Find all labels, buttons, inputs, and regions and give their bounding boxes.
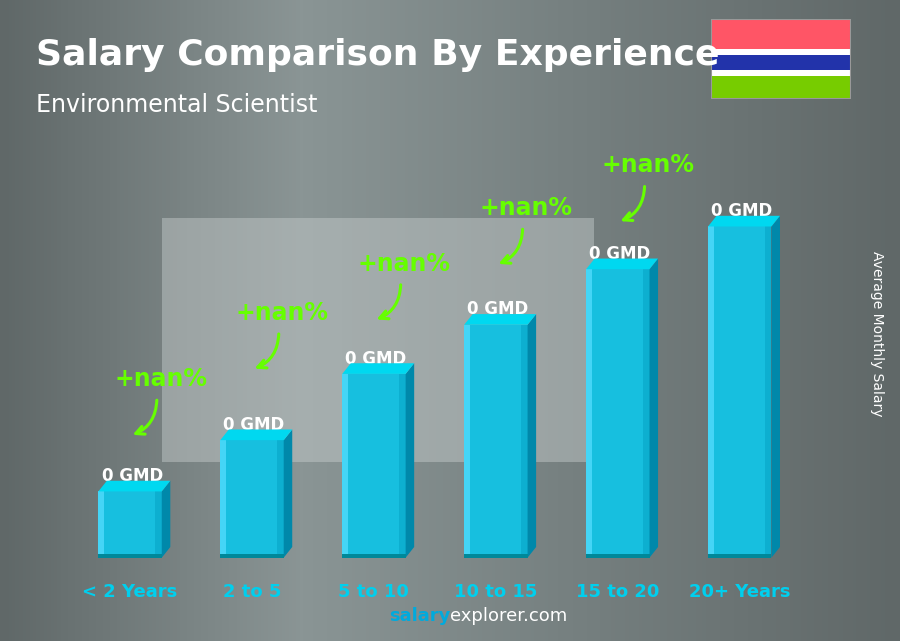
Text: 0 GMD: 0 GMD (346, 349, 407, 367)
Text: 10 to 15: 10 to 15 (454, 583, 537, 601)
Polygon shape (284, 429, 292, 558)
Text: Environmental Scientist: Environmental Scientist (36, 93, 318, 117)
Polygon shape (711, 19, 850, 49)
Text: +nan%: +nan% (114, 367, 207, 391)
Text: +nan%: +nan% (358, 252, 451, 276)
Polygon shape (277, 440, 284, 558)
Polygon shape (527, 314, 536, 558)
Polygon shape (220, 440, 226, 558)
Text: explorer.com: explorer.com (450, 607, 567, 625)
Polygon shape (521, 325, 527, 558)
Polygon shape (342, 363, 414, 374)
Polygon shape (464, 314, 536, 325)
Polygon shape (711, 55, 850, 70)
Polygon shape (586, 258, 658, 269)
Polygon shape (650, 258, 658, 558)
Polygon shape (708, 216, 780, 226)
Text: 0 GMD: 0 GMD (711, 202, 772, 220)
Polygon shape (708, 226, 714, 558)
Polygon shape (342, 374, 348, 558)
Text: 5 to 10: 5 to 10 (338, 583, 410, 601)
Text: 0 GMD: 0 GMD (590, 245, 651, 263)
Polygon shape (711, 76, 850, 99)
Text: 0 GMD: 0 GMD (223, 416, 284, 434)
Text: 0 GMD: 0 GMD (102, 467, 163, 485)
Text: 2 to 5: 2 to 5 (223, 583, 281, 601)
Polygon shape (220, 429, 292, 440)
Polygon shape (644, 269, 650, 558)
Text: Average Monthly Salary: Average Monthly Salary (870, 251, 885, 416)
Text: 15 to 20: 15 to 20 (576, 583, 660, 601)
Polygon shape (98, 554, 162, 558)
Polygon shape (98, 481, 170, 492)
Polygon shape (98, 492, 104, 558)
Text: 20+ Years: 20+ Years (689, 583, 790, 601)
Polygon shape (711, 49, 850, 55)
Polygon shape (98, 492, 162, 558)
Polygon shape (586, 554, 650, 558)
Polygon shape (464, 325, 527, 558)
Polygon shape (711, 70, 850, 76)
Polygon shape (708, 226, 771, 558)
Text: 0 GMD: 0 GMD (467, 301, 528, 319)
Polygon shape (220, 440, 284, 558)
Text: +nan%: +nan% (602, 153, 695, 178)
Polygon shape (406, 363, 414, 558)
Polygon shape (708, 554, 771, 558)
Polygon shape (586, 269, 592, 558)
Text: +nan%: +nan% (480, 196, 573, 220)
Polygon shape (400, 374, 406, 558)
Polygon shape (220, 554, 284, 558)
Polygon shape (765, 226, 771, 558)
Polygon shape (771, 216, 780, 558)
Text: < 2 Years: < 2 Years (83, 583, 177, 601)
Bar (162, 218, 594, 462)
Polygon shape (162, 481, 170, 558)
Polygon shape (464, 554, 527, 558)
Polygon shape (342, 374, 406, 558)
Polygon shape (464, 325, 470, 558)
Text: salary: salary (389, 607, 450, 625)
Text: +nan%: +nan% (236, 301, 329, 325)
Text: Salary Comparison By Experience: Salary Comparison By Experience (36, 38, 719, 72)
Polygon shape (586, 269, 650, 558)
Polygon shape (156, 492, 162, 558)
Polygon shape (342, 554, 406, 558)
